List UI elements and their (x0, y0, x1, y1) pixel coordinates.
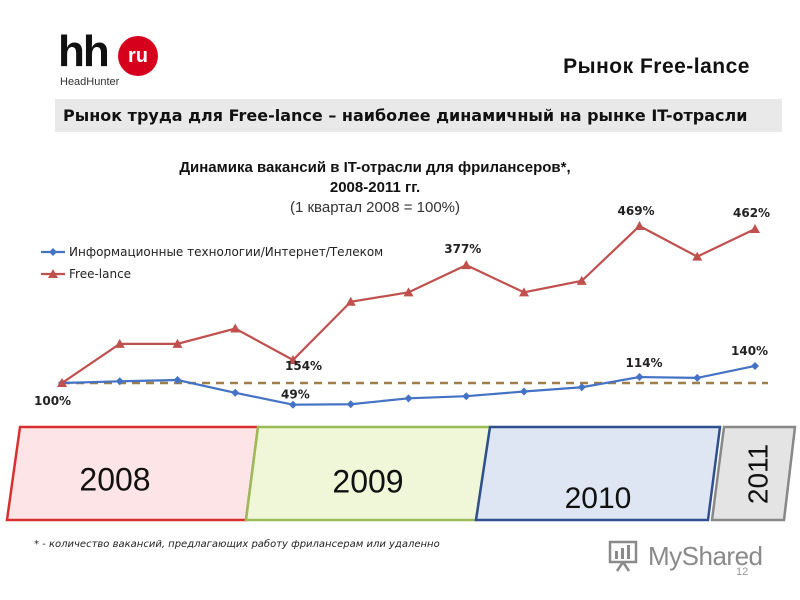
chart-plot-area (57, 221, 768, 409)
series-0-point-6 (404, 394, 413, 403)
year-blocks: 2008 2009 2010 2011 (5, 425, 797, 522)
data-label: 140% (731, 344, 768, 358)
series-1-point-7 (461, 260, 472, 270)
legend-label-0: Информационные технологии/Интернет/Телек… (69, 245, 383, 259)
footnote: * - количество вакансий, предлагающих ра… (34, 539, 440, 550)
series-1-point-8 (519, 287, 529, 297)
series-0-point-8 (520, 387, 528, 396)
year-label-2011: 2011 (742, 444, 773, 504)
logo-badge: ru (118, 36, 158, 76)
watermark-text: MyShared (648, 541, 763, 571)
series-0-point-9 (577, 383, 586, 392)
data-label: 114% (626, 356, 663, 370)
series-0-point-11 (693, 373, 702, 382)
series-1-point-6 (403, 287, 414, 297)
series-0-point-3 (231, 388, 240, 397)
series-1-point-1 (114, 338, 125, 348)
year-block-2010 (474, 425, 722, 522)
data-label: 154% (285, 359, 322, 373)
year-label-2009: 2009 (332, 463, 403, 499)
series-1-point-0 (57, 378, 67, 387)
legend-marker-0 (49, 248, 57, 256)
legend-label-1: Free-lance (69, 267, 131, 281)
presentation-board-icon (608, 540, 638, 572)
series-0-point-12 (751, 361, 759, 370)
headhunter-logo: hh ru HeadHunter (58, 30, 168, 90)
series-1-point-11 (692, 251, 703, 261)
logo-mark: hh (58, 27, 110, 76)
series-1-point-3 (230, 323, 241, 333)
subtitle-bar: Рынок труда для Free-lance – наиболее ди… (55, 99, 782, 132)
series-1-point-5 (345, 296, 356, 306)
logo-subtext: HeadHunter (60, 76, 120, 88)
series-1-point-9 (576, 275, 587, 285)
series-1-point-2 (172, 338, 183, 348)
chart-legend: Информационные технологии/Интернет/Телек… (41, 245, 383, 281)
year-block-2011 (710, 425, 797, 522)
series-0-point-2 (173, 376, 182, 385)
year-label-2008: 2008 (79, 461, 150, 497)
data-label: 462% (733, 206, 770, 220)
series-0-point-10 (635, 373, 644, 382)
data-label: 377% (444, 242, 481, 256)
year-label-2010: 2010 (565, 482, 632, 515)
series-0-point-5 (346, 400, 355, 409)
series-1-point-4 (288, 355, 298, 365)
chart-subtitle: (1 квартал 2008 = 100%) (289, 199, 460, 216)
chart-data-labels: 100% 49% 154% 377% 114% 469% 140% 462% (34, 204, 770, 408)
series-0-point-1 (115, 377, 124, 386)
page-title: Рынок Free-lance (563, 55, 750, 78)
subtitle-text: Рынок труда для Free-lance – наиболее ди… (63, 106, 748, 125)
data-label: 469% (618, 204, 655, 218)
data-label: 100% (34, 394, 71, 408)
chart-title: Динамика вакансий в IT-отрасли для фрила… (120, 158, 630, 218)
series-0-point-7 (462, 392, 471, 401)
chart-title-line-2: 2008-2011 гг. (329, 179, 421, 196)
series-0-point-4 (289, 400, 297, 409)
chart-title-line-1: Динамика вакансий в IT-отрасли для фрила… (179, 159, 571, 176)
series-1-point-12 (750, 223, 760, 233)
data-label: 49% (281, 388, 310, 402)
legend-marker-1 (48, 269, 58, 278)
page-number: 12 (736, 566, 749, 578)
series-1-point-10 (634, 221, 645, 230)
watermark-logo: MyShared (606, 539, 766, 573)
